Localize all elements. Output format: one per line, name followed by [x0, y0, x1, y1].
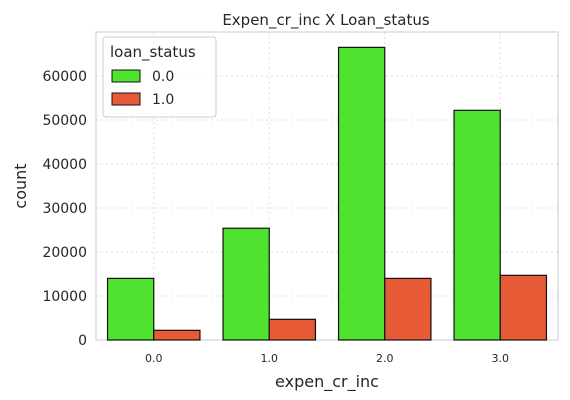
legend-swatch [111, 69, 141, 83]
bar-series-0.0-2.0 [337, 46, 386, 341]
y-tick-label: 0 [78, 333, 87, 349]
x-tick-label: 0.0 [145, 352, 163, 365]
y-tick-label: 20000 [42, 245, 87, 261]
bar-series-1.0-3.0 [499, 274, 548, 341]
legend-title: loan_status [110, 43, 196, 62]
legend-label: 1.0 [152, 92, 174, 108]
bar-series-0.0-3.0 [453, 109, 501, 341]
x-tick-label: 1.0 [261, 352, 279, 365]
y-tick-label: 30000 [42, 201, 87, 217]
chart-title: Expen_cr_inc X Loan_status [222, 11, 430, 30]
y-tick-label: 60000 [42, 69, 87, 85]
bar-series-1.0-2.0 [384, 277, 432, 341]
bar-series-0.0-0.0 [106, 277, 155, 341]
legend-swatch [111, 92, 141, 106]
y-axis-label: count [11, 163, 30, 208]
legend-label: 0.0 [152, 69, 174, 85]
bar-series-1.0-0.0 [153, 329, 201, 341]
legend: loan_status 0.0 1.0 [102, 36, 217, 118]
bar-series-0.0-1.0 [222, 227, 270, 341]
x-axis-label: expen_cr_inc [275, 372, 379, 392]
plot-area-frame [95, 31, 559, 341]
x-tick-label: 3.0 [492, 352, 510, 365]
y-tick-label: 50000 [42, 113, 87, 129]
bars [106, 46, 548, 341]
y-tick-label: 40000 [42, 157, 87, 173]
y-tick-label: 10000 [42, 289, 87, 305]
bar-series-1.0-1.0 [268, 318, 317, 341]
tick-labels: 0 10000 20000 30000 40000 50000 60000 0.0 1.0 2.0… [42, 69, 509, 365]
x-tick-label: 2.0 [376, 352, 394, 365]
